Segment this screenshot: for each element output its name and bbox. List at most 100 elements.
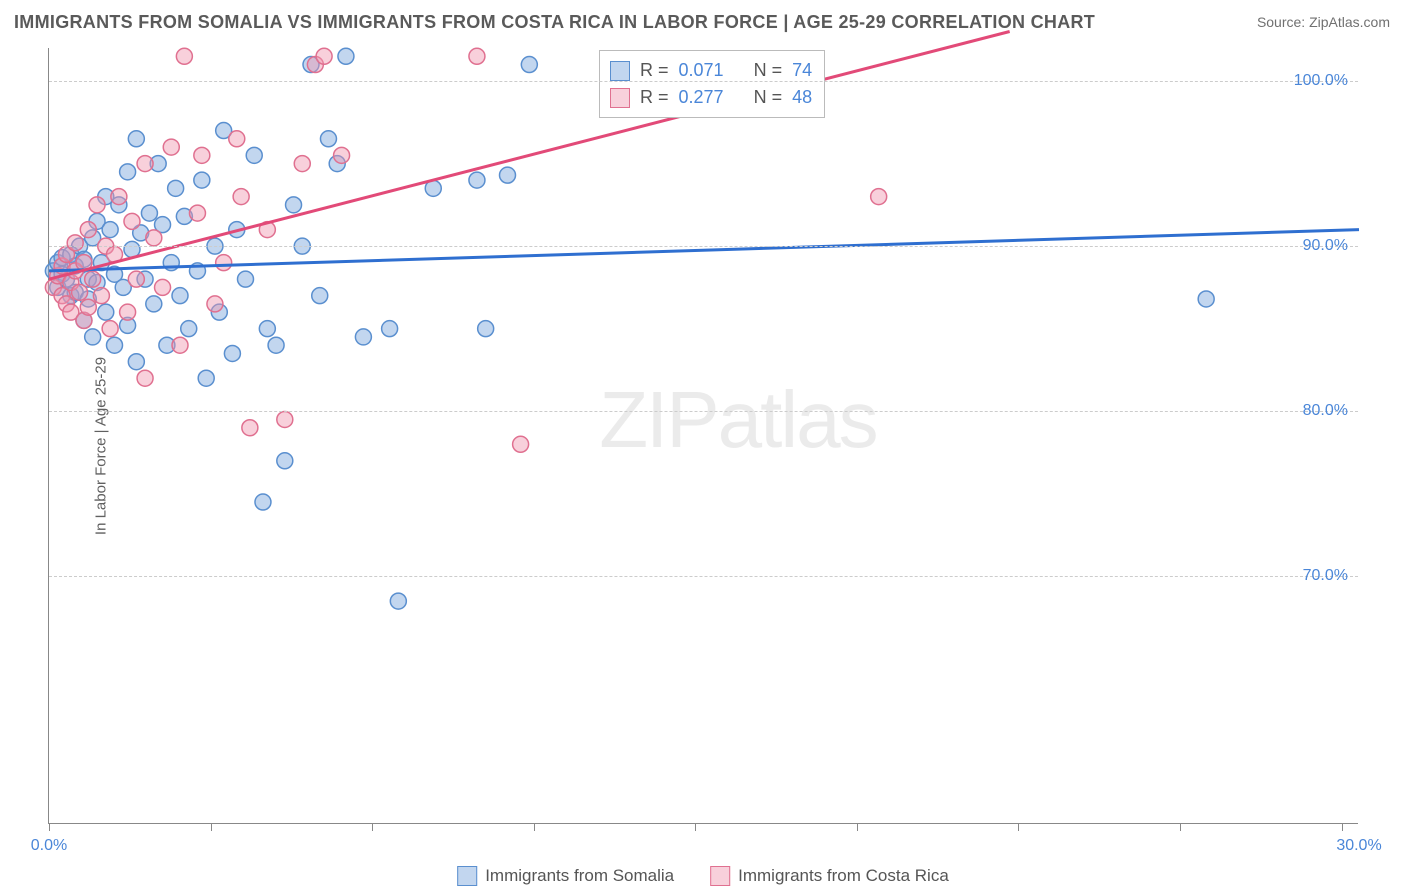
chart-svg xyxy=(49,48,1358,823)
y-tick-label: 80.0% xyxy=(1303,402,1348,420)
x-tick xyxy=(1018,823,1019,831)
scatter-point-costarica xyxy=(120,304,136,320)
scatter-point-somalia xyxy=(320,131,336,147)
stat-swatch xyxy=(610,61,630,81)
scatter-point-somalia xyxy=(382,321,398,337)
scatter-point-costarica xyxy=(89,197,105,213)
scatter-point-somalia xyxy=(194,172,210,188)
x-tick xyxy=(1180,823,1181,831)
scatter-point-somalia xyxy=(107,337,123,353)
stat-row-costarica: R =0.277N =48 xyxy=(610,84,812,111)
scatter-point-somalia xyxy=(312,288,328,304)
correlation-stats-box: R =0.071N =74R =0.277N =48 xyxy=(599,50,825,118)
stat-n-label: N = xyxy=(754,57,783,84)
scatter-point-somalia xyxy=(168,180,184,196)
scatter-point-somalia xyxy=(181,321,197,337)
scatter-point-costarica xyxy=(513,436,529,452)
source-attribution: Source: ZipAtlas.com xyxy=(1257,14,1390,30)
scatter-point-somalia xyxy=(102,222,118,238)
legend-item-somalia: Immigrants from Somalia xyxy=(457,866,674,886)
scatter-point-somalia xyxy=(120,164,136,180)
scatter-point-somalia xyxy=(198,370,214,386)
scatter-point-somalia xyxy=(255,494,271,510)
scatter-point-costarica xyxy=(72,284,88,300)
scatter-point-costarica xyxy=(172,337,188,353)
y-tick-label: 90.0% xyxy=(1303,237,1348,255)
stat-r-value: 0.071 xyxy=(679,57,724,84)
scatter-point-somalia xyxy=(355,329,371,345)
scatter-point-costarica xyxy=(93,288,109,304)
scatter-point-costarica xyxy=(194,147,210,163)
scatter-point-somalia xyxy=(500,167,516,183)
scatter-point-costarica xyxy=(277,411,293,427)
scatter-point-somalia xyxy=(268,337,284,353)
legend: Immigrants from Somalia Immigrants from C… xyxy=(457,866,949,886)
y-tick-label: 100.0% xyxy=(1294,72,1348,90)
chart-title: IMMIGRANTS FROM SOMALIA VS IMMIGRANTS FR… xyxy=(14,12,1095,33)
scatter-point-costarica xyxy=(207,296,223,312)
scatter-point-costarica xyxy=(67,235,83,251)
scatter-point-somalia xyxy=(146,296,162,312)
y-tick-label: 70.0% xyxy=(1303,567,1348,585)
legend-label: Immigrants from Somalia xyxy=(485,866,674,886)
scatter-point-costarica xyxy=(102,321,118,337)
scatter-point-costarica xyxy=(469,48,485,64)
scatter-point-somalia xyxy=(1198,291,1214,307)
x-tick xyxy=(372,823,373,831)
legend-item-costarica: Immigrants from Costa Rica xyxy=(710,866,949,886)
scatter-point-costarica xyxy=(85,271,101,287)
scatter-point-costarica xyxy=(871,189,887,205)
scatter-point-costarica xyxy=(229,131,245,147)
x-tick xyxy=(1342,823,1343,831)
trend-line-somalia xyxy=(49,230,1359,271)
scatter-point-somalia xyxy=(390,593,406,609)
scatter-point-costarica xyxy=(80,222,96,238)
scatter-point-somalia xyxy=(238,271,254,287)
scatter-point-costarica xyxy=(334,147,350,163)
scatter-point-somalia xyxy=(338,48,354,64)
scatter-plot-area: ZIPatlas R =0.071N =74R =0.277N =48 70.0… xyxy=(48,48,1358,824)
scatter-point-somalia xyxy=(141,205,157,221)
x-tick-label: 0.0% xyxy=(31,837,67,855)
legend-swatch xyxy=(710,866,730,886)
stat-n-value: 48 xyxy=(792,84,812,111)
legend-label: Immigrants from Costa Rica xyxy=(738,866,949,886)
scatter-point-costarica xyxy=(216,255,232,271)
stat-row-somalia: R =0.071N =74 xyxy=(610,57,812,84)
scatter-point-somalia xyxy=(172,288,188,304)
scatter-point-costarica xyxy=(294,156,310,172)
scatter-point-costarica xyxy=(80,299,96,315)
x-tick xyxy=(534,823,535,831)
scatter-point-somalia xyxy=(521,57,537,73)
stat-r-label: R = xyxy=(640,57,669,84)
x-tick-label: 30.0% xyxy=(1336,837,1381,855)
scatter-point-somalia xyxy=(246,147,262,163)
x-tick xyxy=(49,823,50,831)
scatter-point-somalia xyxy=(478,321,494,337)
scatter-point-costarica xyxy=(124,213,140,229)
scatter-point-somalia xyxy=(128,131,144,147)
scatter-point-costarica xyxy=(176,48,192,64)
scatter-point-somalia xyxy=(469,172,485,188)
legend-swatch xyxy=(457,866,477,886)
scatter-point-costarica xyxy=(128,271,144,287)
gridline-horizontal xyxy=(49,81,1358,82)
scatter-point-somalia xyxy=(224,345,240,361)
stat-r-value: 0.277 xyxy=(679,84,724,111)
scatter-point-costarica xyxy=(111,189,127,205)
scatter-point-somalia xyxy=(128,354,144,370)
gridline-horizontal xyxy=(49,411,1358,412)
scatter-point-somalia xyxy=(259,321,275,337)
scatter-point-costarica xyxy=(137,370,153,386)
x-tick xyxy=(857,823,858,831)
scatter-point-costarica xyxy=(316,48,332,64)
x-tick xyxy=(695,823,696,831)
scatter-point-costarica xyxy=(189,205,205,221)
stat-swatch xyxy=(610,88,630,108)
scatter-point-costarica xyxy=(233,189,249,205)
gridline-horizontal xyxy=(49,576,1358,577)
scatter-point-somalia xyxy=(98,304,114,320)
scatter-point-somalia xyxy=(85,329,101,345)
scatter-point-costarica xyxy=(155,279,171,295)
stat-n-label: N = xyxy=(754,84,783,111)
